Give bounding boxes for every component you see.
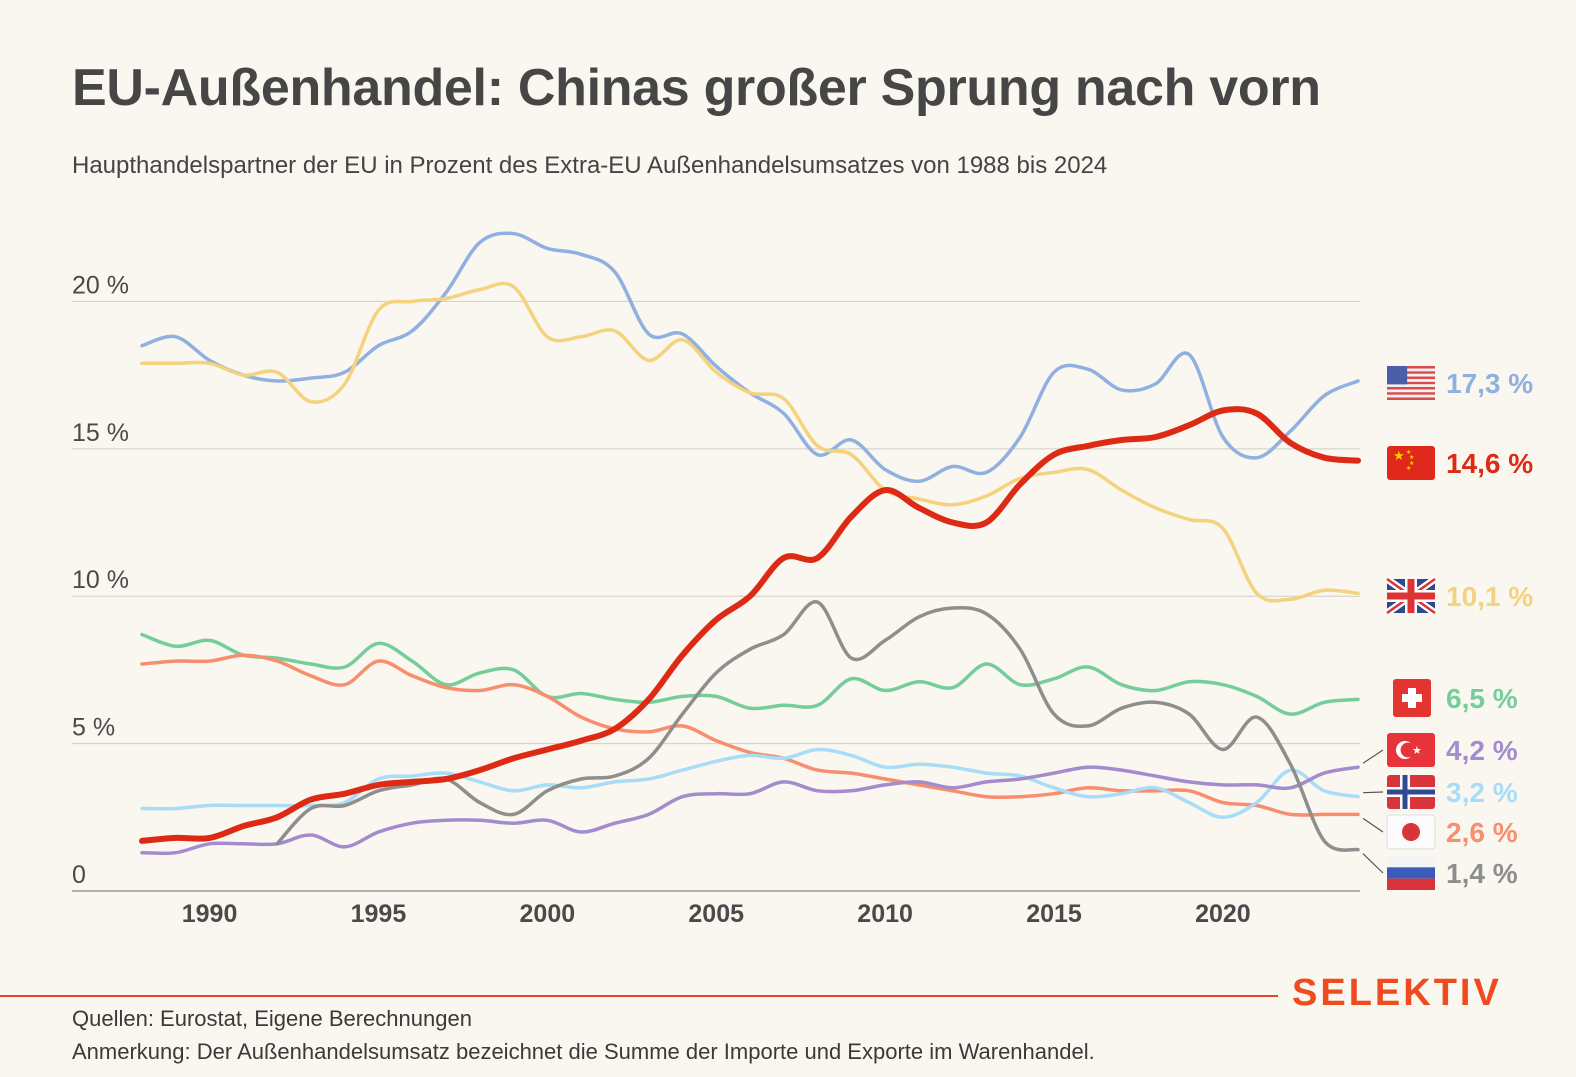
us-flag [1387, 366, 1435, 400]
china-flag: ★ ★★★★ [1387, 446, 1435, 480]
series-end-label: 14,6 % [1446, 448, 1533, 479]
series-end-label: 10,1 % [1446, 581, 1533, 612]
y-tick-label: 5 % [72, 714, 115, 742]
series-end-label: 17,3 % [1446, 368, 1533, 399]
series-line [140, 653, 1360, 817]
y-tick-label: 0 [72, 861, 86, 889]
x-tick-label: 2005 [688, 900, 744, 928]
label-connector [1362, 791, 1384, 794]
footnote: Anmerkung: Der Außenhandelsumsatz bezeic… [72, 1039, 1095, 1064]
japan-flag [1386, 814, 1436, 850]
x-tick-label: 2010 [857, 900, 913, 928]
series-end-label: 2,6 % [1446, 817, 1518, 848]
x-tick-label: 1995 [351, 900, 407, 928]
x-tick-label: 2020 [1195, 900, 1251, 928]
svg-text:★: ★ [1406, 465, 1411, 472]
source-note: Quellen: Eurostat, Eigene Berechnungen [72, 1006, 472, 1031]
series-line [140, 765, 1360, 856]
x-tick-label: 2015 [1026, 900, 1082, 928]
series-line [140, 747, 1360, 820]
series-line [140, 231, 1360, 484]
svg-text:★: ★ [1409, 454, 1414, 461]
series-line [275, 600, 1360, 852]
label-connector [1362, 817, 1384, 833]
y-tick-label: 15 % [72, 419, 129, 447]
svg-text:★: ★ [1409, 460, 1414, 467]
series-line [140, 281, 1360, 603]
brand-logo: SELEKTIV [1292, 972, 1502, 1014]
label-connector [1362, 749, 1384, 764]
footer-divider [0, 995, 1278, 997]
series-line [139, 406, 1361, 844]
svg-text:★: ★ [1406, 449, 1411, 456]
x-tick-label: 2000 [520, 900, 576, 928]
series-end-label: 1,4 % [1446, 858, 1518, 889]
switzerland-flag [1393, 679, 1431, 717]
y-tick-label: 20 % [72, 271, 129, 299]
svg-text:★: ★ [1412, 745, 1422, 757]
label-connector [1362, 853, 1384, 874]
turkey-flag: ★ [1387, 733, 1435, 767]
norway-flag [1387, 775, 1435, 809]
series-end-label: 3,2 % [1446, 777, 1518, 808]
svg-text:★: ★ [1393, 448, 1405, 463]
uk-flag [1384, 576, 1438, 616]
series-line [140, 632, 1360, 716]
series-end-label: 4,2 % [1446, 735, 1518, 766]
series-end-label: 6,5 % [1446, 683, 1518, 714]
y-tick-label: 10 % [72, 566, 129, 594]
chart-subtitle: Haupthandelspartner der EU in Prozent de… [72, 152, 1108, 179]
x-tick-label: 1990 [182, 900, 238, 928]
chart-title: EU-Außenhandel: Chinas großer Sprung nac… [72, 59, 1321, 117]
russia-flag [1387, 856, 1435, 890]
